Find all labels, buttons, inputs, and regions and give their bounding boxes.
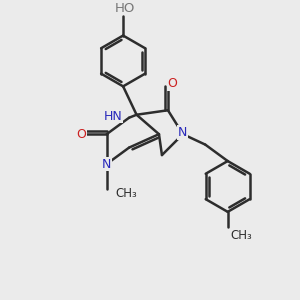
Text: N: N [178,126,188,139]
Text: CH₃: CH₃ [231,229,252,242]
Text: O: O [76,128,86,141]
Text: O: O [167,77,177,90]
Text: CH₃: CH₃ [115,187,137,200]
Text: HN: HN [104,110,122,123]
Text: N: N [102,158,111,170]
Text: HO: HO [114,2,135,15]
